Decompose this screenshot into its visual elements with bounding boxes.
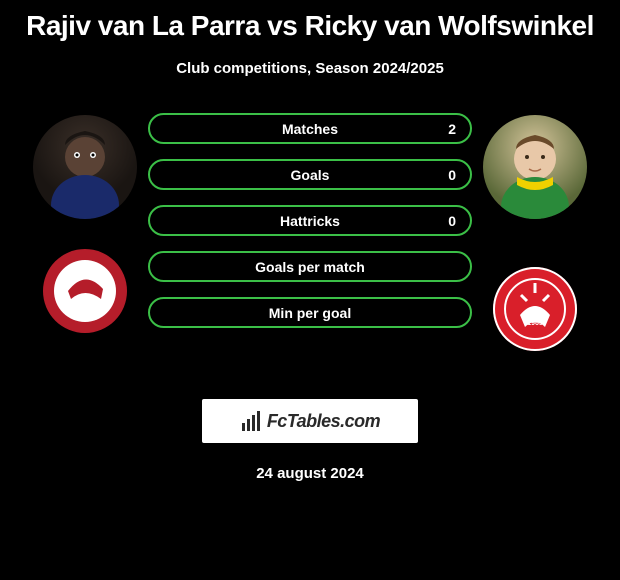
svg-text:1965: 1965 [527,320,543,327]
club-right-logo: 1965 [493,267,577,351]
player-right-avatar [483,115,587,219]
player-left-avatar [33,115,137,219]
stat-row: Goals 0 [148,159,472,190]
stat-label: Min per goal [269,305,351,321]
stat-row: Hattricks 0 [148,205,472,236]
page-title: Rajiv van La Parra vs Ricky van Wolfswin… [0,10,620,42]
stat-value: 0 [448,167,456,183]
stat-label: Hattricks [280,213,340,229]
player-left-column [30,115,140,333]
stat-label: Matches [282,121,338,137]
logo-text: FcTables.com [267,411,380,432]
stat-label: Goals per match [255,259,365,275]
player-right-column: 1965 [480,115,590,351]
stat-row: Min per goal [148,297,472,328]
date-label: 24 august 2024 [0,465,620,482]
stat-value: 0 [448,213,456,229]
stat-row: Matches 2 [148,113,472,144]
stat-label: Goals [291,167,330,183]
stat-row: Goals per match [148,251,472,282]
comparison-panel: Matches 2 Goals 0 Hattricks 0 Goals per … [0,115,620,351]
stats-list: Matches 2 Goals 0 Hattricks 0 Goals per … [140,113,480,328]
source-logo: FcTables.com [202,399,418,443]
stat-value: 2 [448,121,456,137]
subtitle: Club competitions, Season 2024/2025 [0,60,620,77]
chart-icon [240,409,264,433]
club-left-logo [43,249,127,333]
